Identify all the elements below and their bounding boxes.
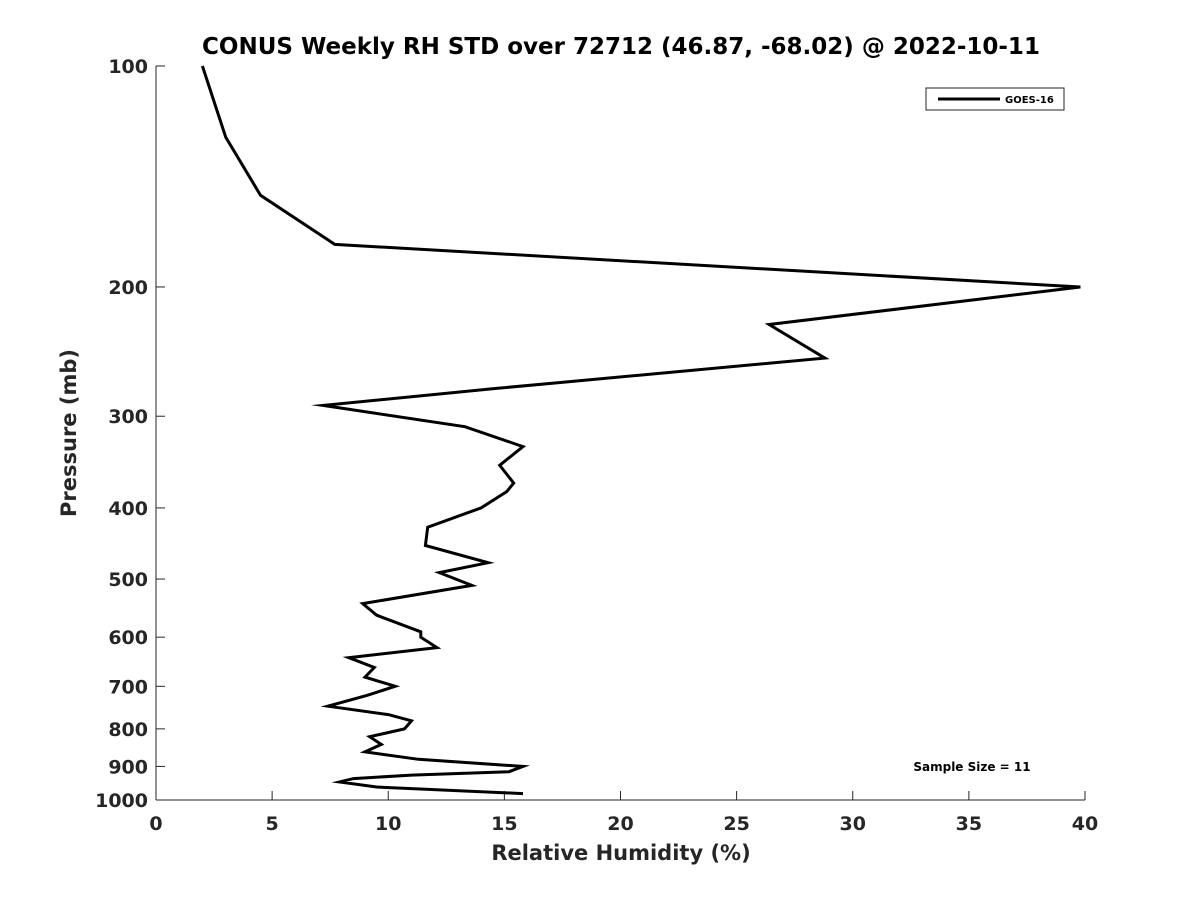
legend: GOES-16 (925, 87, 1065, 111)
plot-area: 0 5 10 15 20 25 30 35 40 100 200 300 400 500 600 700 80… (95, 56, 1098, 835)
x-ticks: 0 5 10 15 20 25 30 35 40 (149, 791, 1098, 835)
y-tick-label: 200 (108, 277, 148, 299)
y-tick-label: 1000 (95, 790, 148, 812)
y-tick-label: 100 (108, 56, 148, 78)
x-tick-label: 25 (723, 813, 749, 835)
y-axis-label: Pressure (mb) (57, 349, 81, 517)
chart-title: CONUS Weekly RH STD over 72712 (46.87, -… (202, 34, 1040, 60)
x-tick-label: 30 (840, 813, 866, 835)
x-tick-label: 40 (1072, 813, 1098, 835)
y-tick-label: 400 (108, 498, 148, 520)
y-tick-label: 700 (108, 676, 148, 698)
y-ticks: 100 200 300 400 500 600 700 800 900 1000 (95, 56, 165, 812)
x-tick-label: 5 (266, 813, 279, 835)
series-line-goes-16 (200, 65, 1081, 796)
x-tick-label: 35 (956, 813, 982, 835)
x-tick-label: 20 (607, 813, 633, 835)
x-tick-label: 10 (375, 813, 401, 835)
y-tick-label: 900 (108, 756, 148, 778)
y-tick-label: 800 (108, 719, 148, 741)
y-tick-label: 600 (108, 627, 148, 649)
series-lines (200, 65, 1081, 796)
x-tick-label: 0 (149, 813, 162, 835)
y-tick-label: 300 (108, 406, 148, 428)
sample-size-annotation: Sample Size = 11 (913, 760, 1030, 774)
y-tick-label: 500 (108, 569, 148, 591)
x-axis-label: Relative Humidity (%) (491, 841, 750, 865)
x-tick-label: 15 (491, 813, 517, 835)
legend-label-goes-16: GOES-16 (1005, 95, 1054, 106)
